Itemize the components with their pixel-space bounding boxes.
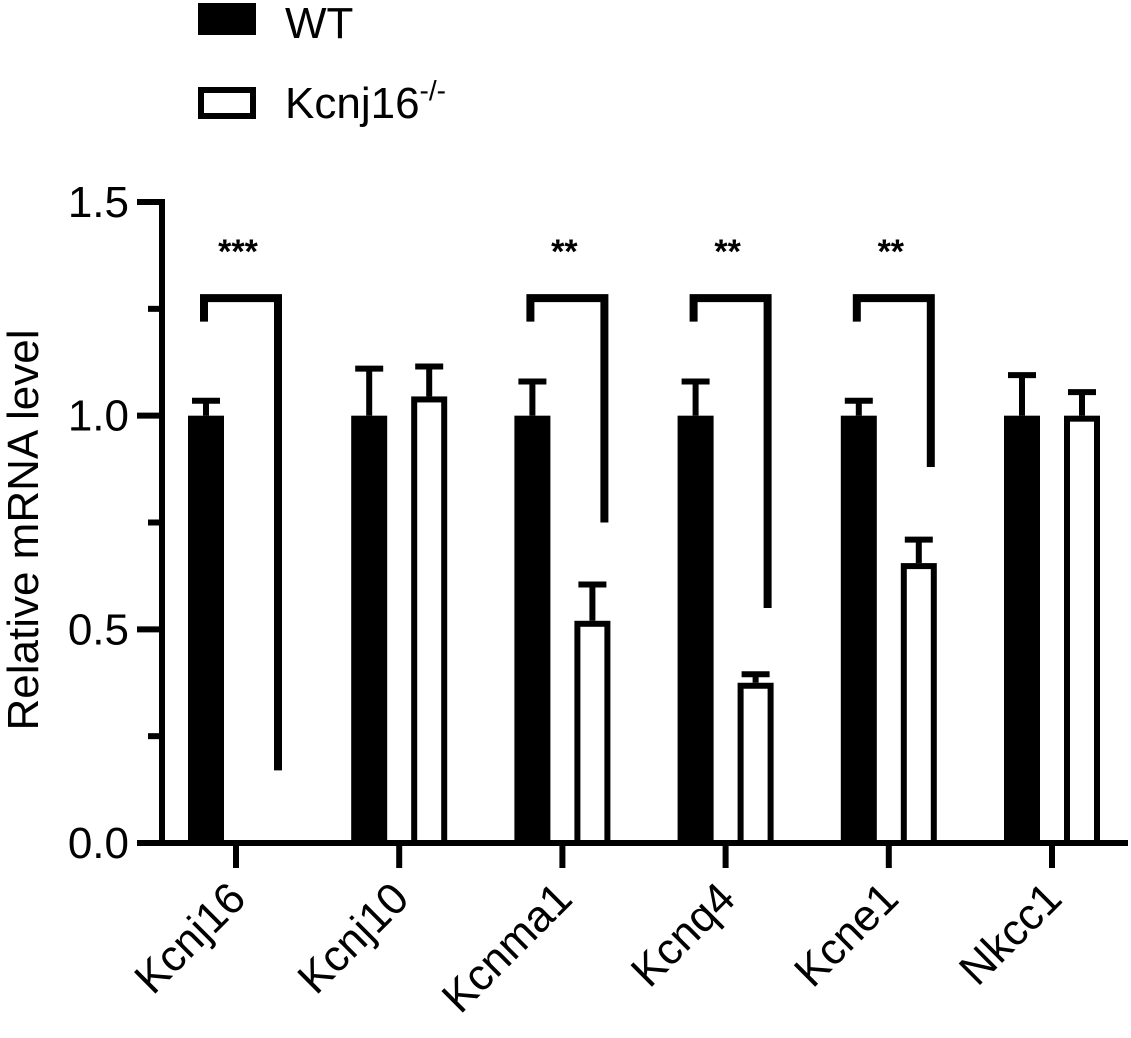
significance-label: **: [878, 233, 905, 271]
legend-swatch-kcnj16: [198, 87, 256, 119]
x-tick-label: Kcnma1: [433, 873, 582, 1022]
y-tick-label: 1.0: [68, 392, 129, 441]
bar-wt: [188, 415, 224, 843]
legend-label-kcnj16-main: Kcnj16: [285, 79, 420, 128]
significance-bracket: [689, 294, 772, 608]
y-tick-label: 0.0: [68, 819, 129, 868]
bar-wt: [840, 415, 877, 843]
significance-brackets: *** ** ** **: [218, 233, 905, 271]
x-tick-label: Nkcc1: [950, 873, 1071, 994]
bar-wt: [351, 415, 388, 843]
significance-bracket: [526, 294, 609, 523]
bar-wt: [677, 415, 714, 843]
bar-kcnj16: [411, 396, 448, 846]
bar-kcnj16: [574, 620, 611, 847]
legend-label-kcnj16: Kcnj16-/-: [285, 75, 446, 128]
x-tick-label: Kcne1: [785, 873, 908, 996]
y-tick-label: 0.5: [68, 605, 129, 654]
significance-label: **: [551, 233, 578, 271]
y-axis-label: Relative mRNA level: [0, 329, 48, 730]
bars: [188, 294, 1100, 847]
significance-label: **: [714, 233, 741, 271]
bar-kcnj16: [900, 563, 937, 846]
legend-swatch-wt: [198, 3, 256, 35]
bar-wt: [1004, 415, 1040, 843]
x-tick-label: Kcnj10: [288, 873, 418, 1003]
bar-wt: [514, 415, 551, 843]
legend-label-kcnj16-sup: -/-: [420, 75, 446, 106]
x-tick-label: Kcnj16: [125, 873, 255, 1003]
bar-kcnj16: [1064, 415, 1100, 846]
legend-label-wt: WT: [285, 0, 353, 48]
significance-label: ***: [218, 233, 258, 271]
significance-bracket: [852, 294, 935, 467]
bar-kcnj16: [737, 682, 774, 846]
significance-bracket: [200, 294, 282, 771]
x-tick-label: Kcnq4: [622, 873, 745, 996]
legend: WT Kcnj16-/-: [198, 0, 446, 128]
y-tick-label: 1.5: [68, 178, 129, 227]
axes: 0.0 0.5 1.0 1.5 Kcnj16 Kcnj10 Kcnma1 Kcnq4 Kcne1…: [68, 178, 1128, 1022]
